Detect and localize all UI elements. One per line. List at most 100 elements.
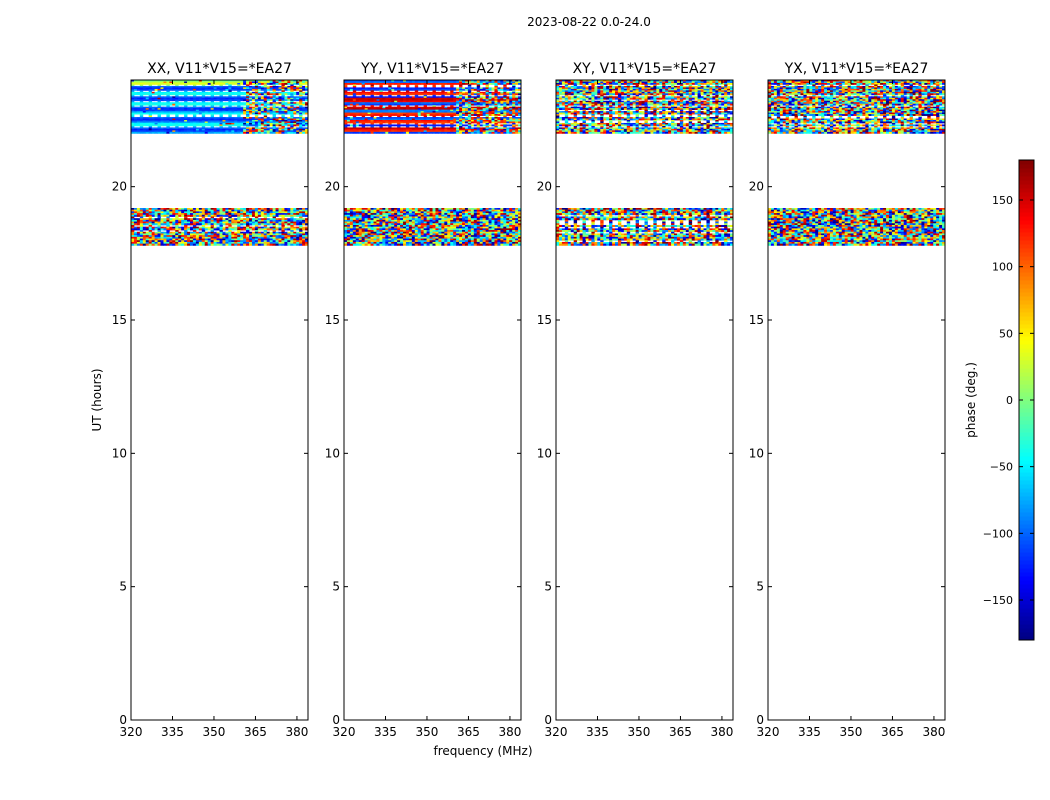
heat-cell: [216, 209, 220, 212]
heat-cell: [394, 224, 398, 228]
heat-cell: [240, 226, 244, 229]
heat-cell: [151, 91, 155, 94]
heat-cell: [456, 231, 460, 234]
heat-cell: [423, 231, 427, 234]
heat-cell: [234, 128, 238, 131]
heat-cell: [219, 114, 223, 116]
heat-cell: [225, 103, 229, 106]
heat-cell: [462, 91, 466, 94]
heat-cell: [290, 96, 294, 99]
heat-cell: [456, 224, 460, 228]
heat-cell: [228, 121, 232, 124]
heat-cell: [512, 80, 516, 82]
heat-cell: [237, 97, 241, 100]
heat-cell: [293, 213, 297, 216]
heat-cell: [361, 238, 366, 241]
heat-cell: [470, 224, 475, 228]
heat-cell: [462, 214, 466, 217]
heat-cell: [388, 81, 392, 84]
heat-cell: [287, 238, 291, 241]
heat-cell: [254, 85, 259, 88]
heat-cell: [278, 219, 282, 222]
heat-cell: [411, 96, 416, 99]
heat-cell: [263, 118, 268, 121]
heat-cell: [349, 223, 354, 226]
heat-cell: [145, 120, 150, 122]
heat-cell: [198, 109, 203, 112]
heat-cell: [388, 213, 392, 216]
heat-cell: [181, 124, 185, 127]
heat-cell: [388, 93, 392, 96]
heat-cell: [453, 219, 457, 222]
heat-cell: [488, 226, 492, 229]
heat-cell: [515, 235, 519, 238]
heat-cell: [450, 233, 454, 236]
heat-cell: [488, 82, 492, 85]
heat-cell: [201, 209, 206, 212]
heat-cell: [249, 106, 253, 109]
heat-cell: [346, 216, 351, 219]
heat-cell: [281, 125, 285, 128]
heat-cell: [287, 243, 291, 246]
heat-cell: [355, 219, 360, 222]
heat-cell: [269, 81, 273, 84]
heat-cell: [192, 117, 197, 119]
heat-cell: [293, 112, 297, 115]
heat-cell: [175, 112, 179, 115]
heat-cell: [385, 223, 389, 226]
heat-cell: [219, 124, 223, 127]
heat-cell: [190, 243, 194, 246]
heat-cell: [470, 236, 475, 239]
heat-cell: [157, 216, 161, 219]
heat-cell: [151, 226, 155, 229]
heat-cell: [139, 81, 144, 84]
heat-cell: [394, 221, 398, 224]
heat-cell: [210, 226, 214, 229]
heat-cell: [148, 128, 153, 131]
heat-cell: [470, 81, 475, 84]
heat-cell: [254, 241, 259, 245]
heat-cell: [479, 93, 484, 96]
heat-cell: [382, 82, 386, 85]
heat-cell: [139, 97, 144, 100]
heat-cell: [246, 84, 250, 87]
heat-cell: [192, 125, 197, 128]
heat-cell: [225, 121, 229, 124]
heat-cell: [426, 216, 430, 219]
heat-cell: [257, 131, 262, 134]
heat-cell: [367, 240, 371, 243]
heat-cell: [423, 214, 427, 217]
heat-cell: [133, 233, 138, 236]
heat-cell: [219, 224, 223, 228]
heat-cell: [228, 235, 232, 238]
heat-cells: [131, 80, 308, 246]
heat-cell: [133, 121, 138, 124]
heat-cell: [420, 81, 425, 84]
heat-cell: [192, 91, 197, 94]
heat-cell: [456, 218, 460, 221]
heat-cell: [175, 228, 179, 231]
heat-cell: [237, 106, 241, 109]
heat-cell: [263, 238, 268, 241]
heat-cell: [157, 115, 161, 118]
heat-cell: [479, 82, 484, 85]
heat-cell: [225, 85, 229, 88]
heat-cell: [254, 238, 259, 241]
heat-cell: [231, 130, 235, 133]
heat-cell: [426, 236, 430, 239]
heat-cell: [290, 108, 294, 111]
heat-cell: [148, 103, 153, 106]
heat-cell: [456, 82, 460, 85]
heat-cell: [299, 231, 303, 234]
heat-cell: [166, 93, 170, 96]
heat-cell: [219, 106, 223, 109]
heat-cell: [441, 218, 445, 221]
heat-cell: [444, 97, 448, 100]
heat-cell: [243, 108, 247, 111]
heat-cell: [414, 240, 419, 243]
heat-cell: [397, 93, 401, 96]
heat-cell: [157, 223, 161, 226]
heat-cell: [272, 111, 276, 113]
heat-cell: [405, 243, 410, 246]
heat-cell: [435, 223, 439, 226]
